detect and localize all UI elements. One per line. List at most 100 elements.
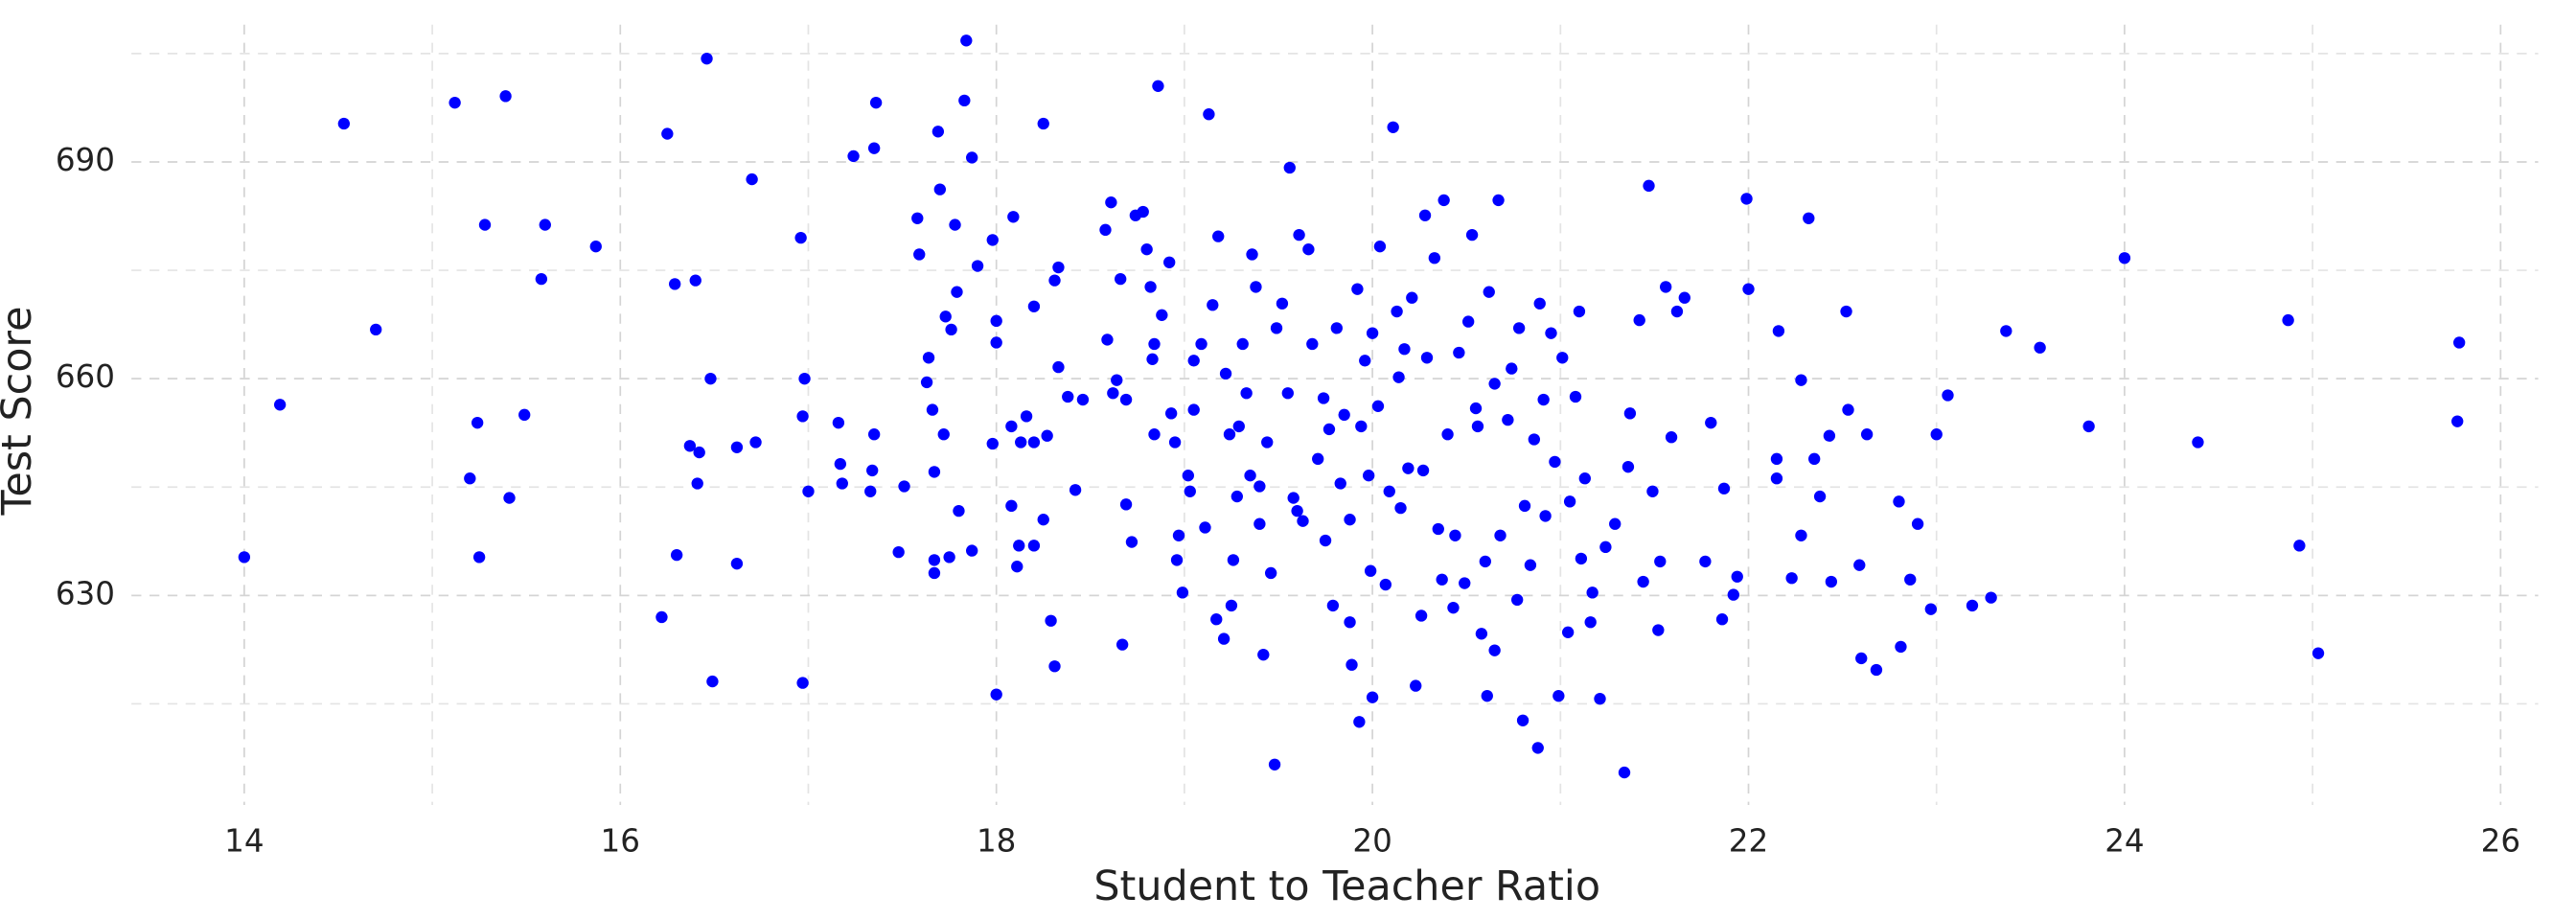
point	[1893, 495, 1905, 508]
point	[1297, 515, 1309, 527]
point	[1461, 315, 1475, 328]
point	[472, 551, 486, 564]
point	[986, 437, 999, 450]
point	[1250, 281, 1262, 293]
point	[1652, 624, 1665, 636]
point	[1168, 436, 1182, 448]
point	[1013, 540, 1025, 552]
point	[1351, 283, 1364, 295]
point	[1705, 416, 1717, 429]
point	[864, 485, 877, 497]
point	[1005, 499, 1018, 513]
point	[898, 480, 910, 493]
point	[1410, 679, 1422, 692]
point	[1027, 436, 1041, 448]
point	[1207, 299, 1219, 311]
point	[518, 408, 531, 422]
point	[1115, 272, 1127, 286]
x-tick-label: 16	[601, 822, 640, 859]
point	[1453, 346, 1465, 359]
point	[1334, 477, 1346, 490]
point	[1479, 555, 1491, 568]
point	[1116, 638, 1129, 651]
point	[1148, 337, 1161, 351]
point	[273, 399, 287, 411]
point	[1803, 212, 1815, 224]
point	[683, 440, 697, 452]
point	[1420, 352, 1434, 364]
point	[1254, 518, 1266, 530]
point	[1366, 327, 1379, 339]
point	[1654, 555, 1667, 568]
point	[1119, 498, 1133, 511]
point	[1227, 554, 1240, 566]
point	[943, 551, 955, 564]
point	[1195, 337, 1208, 351]
point	[1533, 297, 1546, 310]
point	[1660, 281, 1672, 293]
point	[1152, 80, 1164, 92]
point	[928, 466, 941, 478]
point	[867, 428, 881, 441]
point	[1146, 353, 1159, 365]
point	[1261, 436, 1274, 448]
point	[1283, 161, 1296, 174]
point	[966, 151, 978, 164]
point	[337, 117, 351, 130]
point	[238, 551, 251, 564]
point	[1488, 378, 1501, 390]
point	[539, 218, 551, 231]
point	[1270, 322, 1283, 334]
point	[669, 278, 681, 290]
point	[966, 544, 978, 557]
point	[1164, 407, 1178, 420]
point	[1441, 428, 1454, 441]
point	[1225, 599, 1238, 612]
point	[2118, 252, 2131, 264]
point	[499, 90, 512, 103]
point	[1187, 403, 1200, 416]
point	[1516, 714, 1530, 726]
point	[1539, 510, 1552, 522]
point	[1428, 252, 1441, 264]
point	[535, 272, 548, 286]
point	[1264, 566, 1277, 580]
point	[1015, 436, 1027, 448]
point	[1985, 591, 1997, 604]
point	[1637, 575, 1649, 588]
point	[656, 610, 668, 624]
point	[922, 352, 935, 364]
point	[1101, 334, 1114, 346]
point	[1594, 692, 1606, 705]
point	[1219, 367, 1232, 380]
point	[836, 477, 848, 490]
point	[1156, 309, 1168, 321]
point	[832, 416, 845, 429]
point	[1599, 540, 1612, 554]
point	[478, 218, 492, 231]
point	[1392, 371, 1405, 383]
point	[1609, 518, 1622, 530]
point	[1531, 742, 1544, 754]
point	[928, 554, 941, 566]
point	[471, 416, 484, 429]
point	[1027, 300, 1041, 312]
point	[867, 142, 881, 154]
point	[1942, 389, 1954, 402]
point	[2312, 647, 2325, 659]
point	[1402, 462, 1414, 474]
point	[1481, 689, 1493, 702]
point	[1170, 554, 1184, 566]
point	[1966, 599, 1979, 612]
point	[1322, 423, 1336, 436]
point	[1670, 305, 1684, 318]
point	[1795, 529, 1807, 541]
point	[1330, 322, 1343, 334]
x-tick-label: 24	[2104, 822, 2144, 859]
point	[1306, 337, 1319, 351]
point	[1344, 616, 1356, 629]
point	[1326, 599, 1340, 612]
point	[1561, 626, 1575, 638]
point	[951, 286, 963, 298]
